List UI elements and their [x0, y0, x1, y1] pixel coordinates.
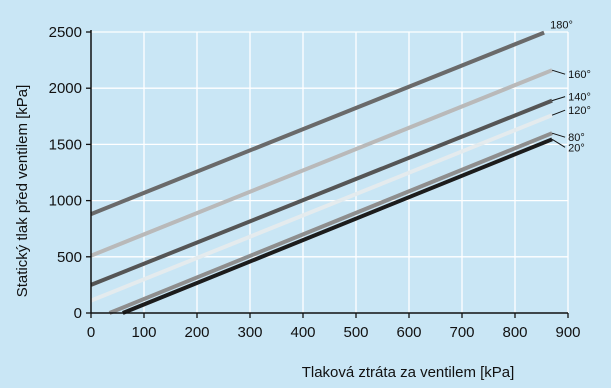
x-axis-title: Tlaková ztráta za ventilem [kPa] — [302, 364, 515, 381]
series-label: 180° — [550, 20, 573, 32]
x-tick-label: 900 — [555, 324, 580, 341]
x-tick-label: 700 — [449, 324, 474, 341]
series-label: 140° — [568, 92, 591, 104]
axis-layer — [86, 30, 569, 318]
series-label: 160° — [568, 69, 591, 81]
series-line — [90, 113, 553, 303]
y-tick-label: 1000 — [49, 193, 82, 210]
x-tick-label: 0 — [87, 324, 95, 341]
y-tick-label: 1500 — [49, 136, 82, 153]
series-label: 20° — [568, 142, 585, 154]
series-label-layer: 180° 160° 140°120° 80°20° — [550, 20, 591, 155]
series-label-leader — [551, 132, 566, 138]
series-line — [90, 98, 553, 287]
series-line — [122, 137, 553, 315]
x-tick-label: 600 — [396, 324, 421, 341]
series-label-leader — [551, 96, 566, 102]
y-axis-title: Statický tlak před ventilem [kPa] — [14, 85, 31, 298]
x-tick-label: 100 — [131, 324, 156, 341]
grid-layer — [91, 31, 569, 313]
y-tick-label: 500 — [57, 249, 82, 266]
y-tick-label: 2500 — [49, 24, 82, 41]
series-layer — [90, 30, 553, 315]
series-label-leader — [551, 138, 566, 148]
y-tick-label: 2000 — [49, 80, 82, 97]
series-label-leader — [551, 69, 566, 75]
series-line — [108, 131, 553, 315]
x-tick-label: 500 — [343, 324, 368, 341]
series-label-leader — [551, 109, 566, 116]
x-tick-label: 800 — [502, 324, 527, 341]
series-label: 80° — [568, 132, 585, 144]
series-label: 120° — [568, 105, 591, 117]
x-tick-label: 200 — [184, 324, 209, 341]
x-tick-label: 300 — [237, 324, 262, 341]
series-line — [90, 30, 545, 216]
series-line — [90, 68, 553, 258]
tick-label-layer: 0 500 1000 1500 2000 2500 0 100 200 300 400 500 600 7… — [49, 24, 581, 341]
plot-area — [91, 32, 568, 313]
x-tick-label: 400 — [290, 324, 315, 341]
y-tick-label: 0 — [74, 305, 82, 322]
